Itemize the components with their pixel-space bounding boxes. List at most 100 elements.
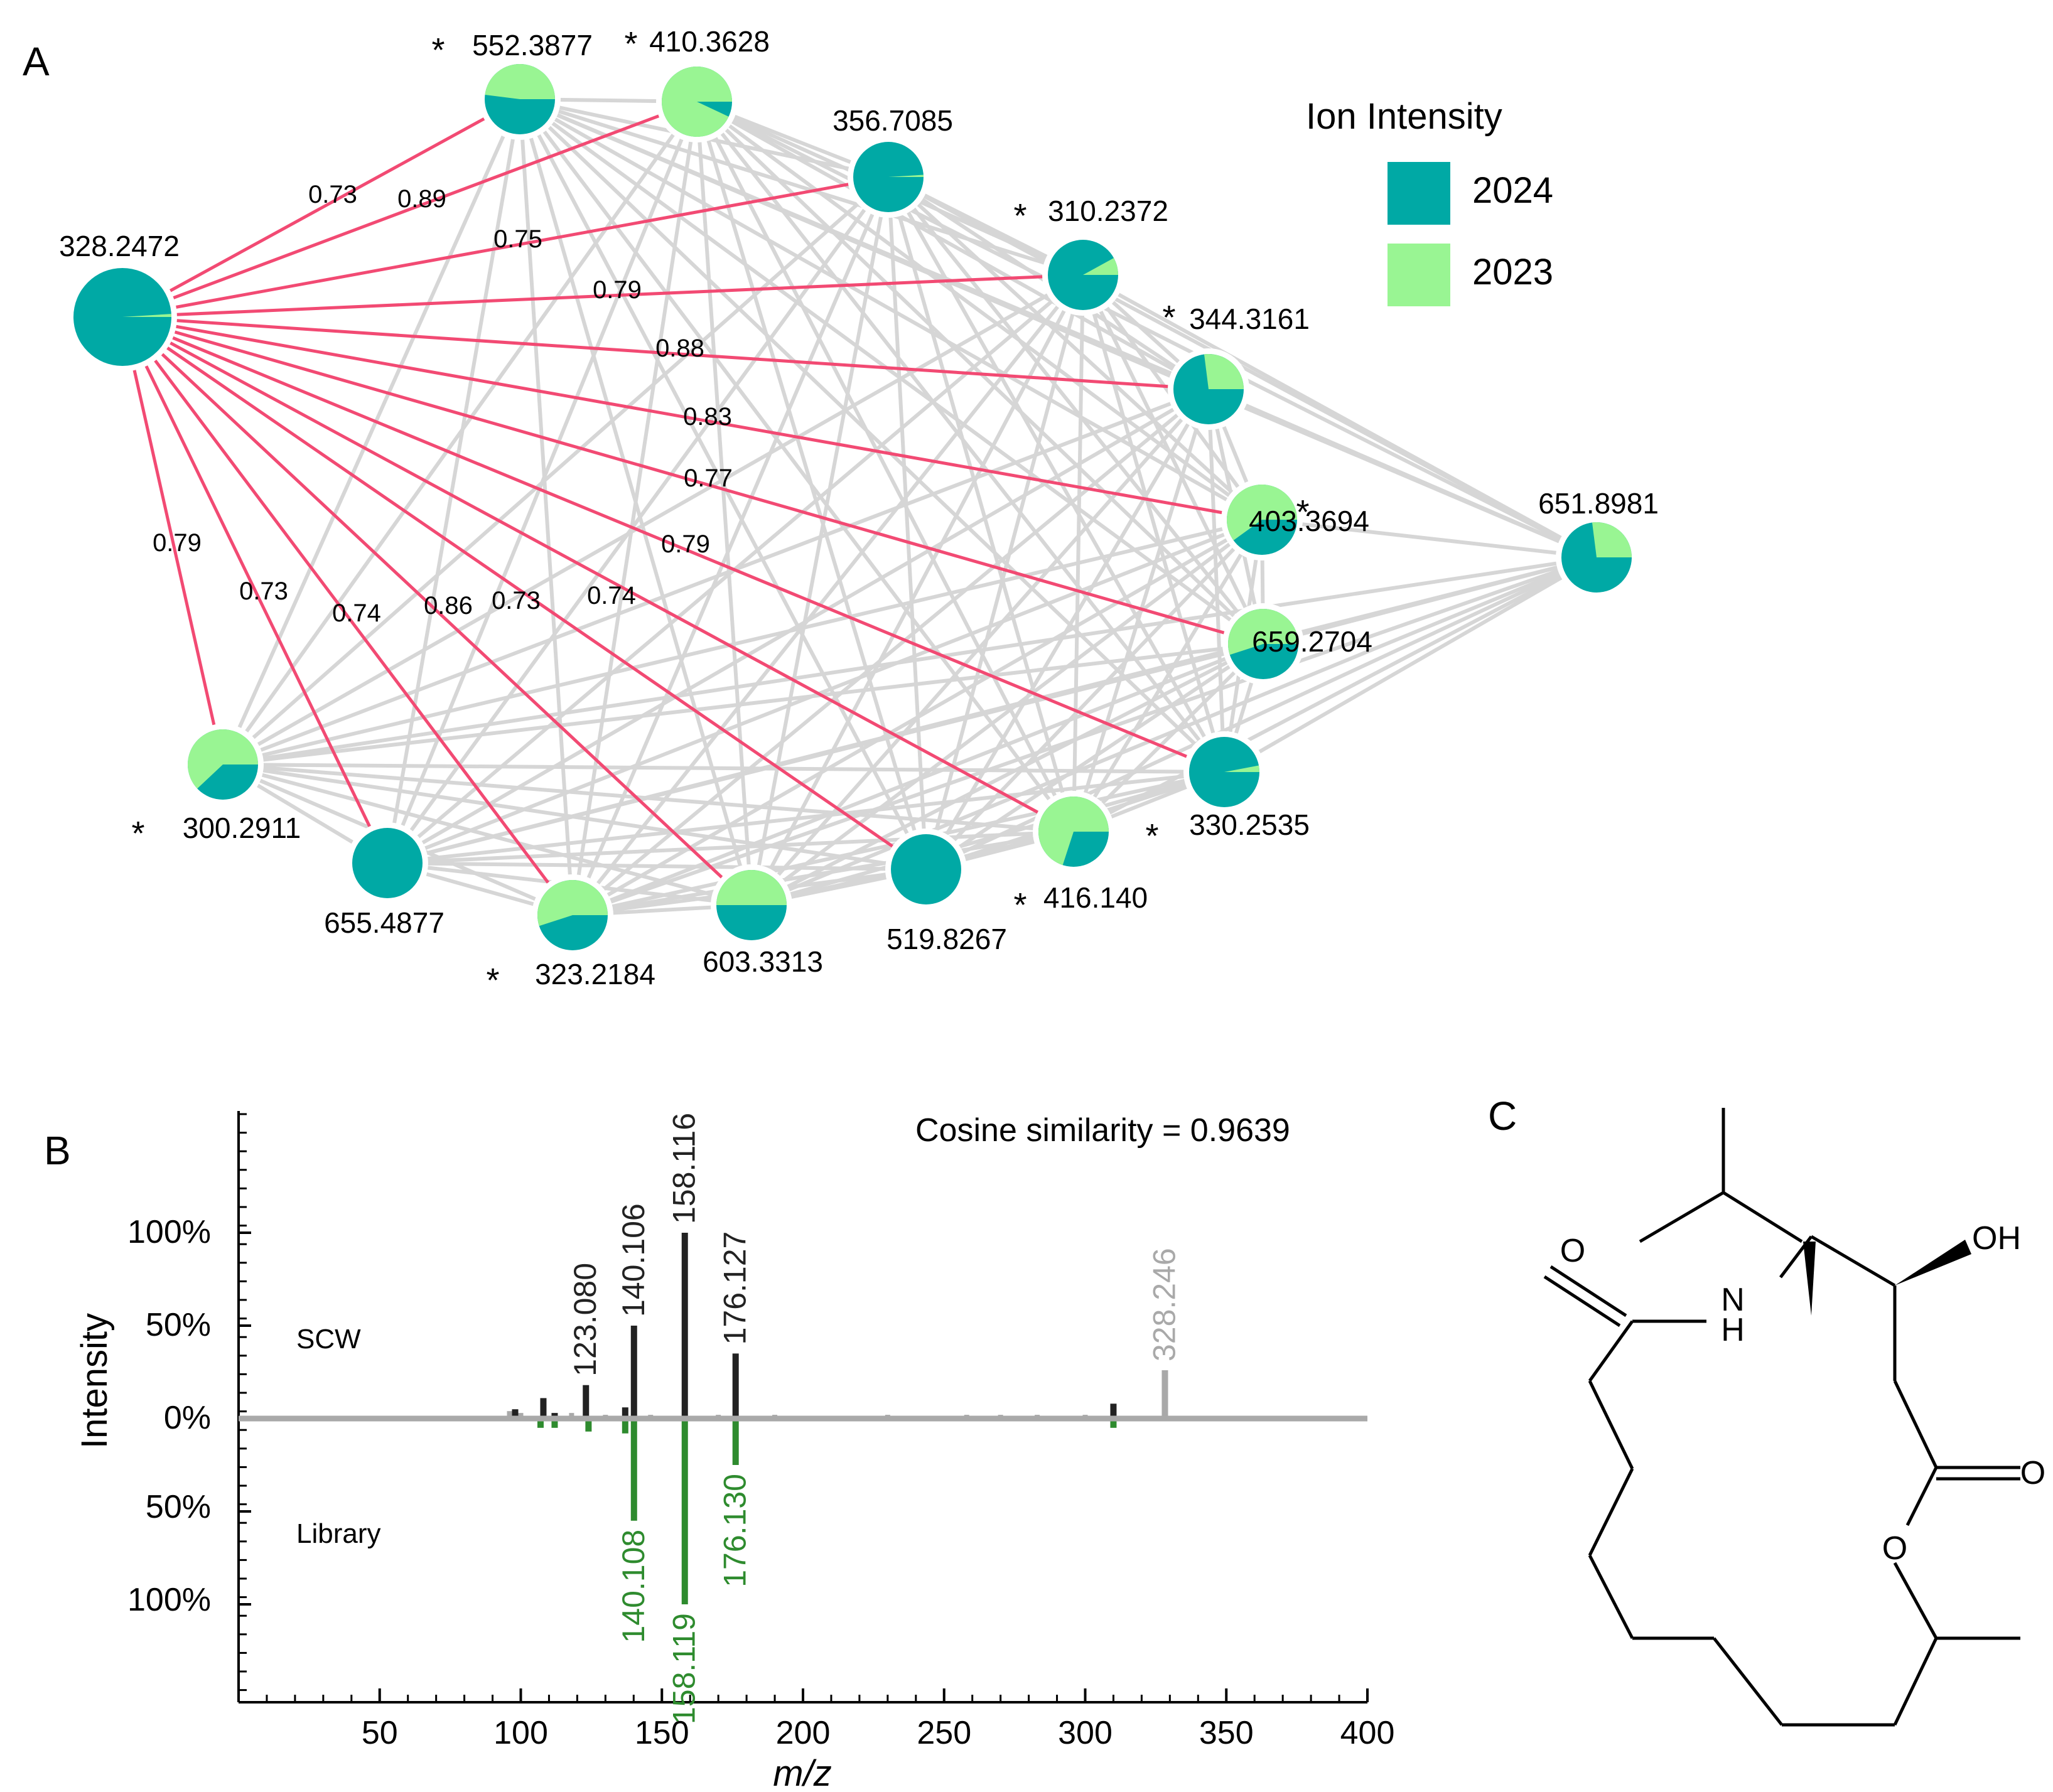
gray-edge	[221, 98, 522, 766]
atom-h: H	[1721, 1312, 1745, 1348]
peak-label: 123.080	[568, 1263, 603, 1376]
gray-edge	[222, 642, 1264, 766]
panel-label-b: B	[44, 1128, 71, 1173]
gray-edge	[571, 176, 890, 916]
similarity-label: 0.79	[153, 529, 202, 557]
node-label-659-2704: 659.2704	[1252, 625, 1372, 658]
gray-edge	[222, 555, 1597, 766]
scw-peak	[622, 1407, 628, 1419]
pie-2023	[1083, 258, 1118, 275]
scw-peak	[583, 1385, 590, 1419]
similarity-label: 0.74	[332, 599, 381, 627]
gray-edge	[386, 387, 1210, 865]
hub-edge	[121, 316, 753, 906]
node-603-3313	[711, 864, 792, 946]
node-label-403-3694: 403.3694	[1249, 505, 1369, 537]
chemical-structure	[1543, 1108, 2020, 1727]
pie-2024	[352, 828, 423, 898]
annotation-library: Library	[296, 1518, 381, 1549]
pie-2023	[485, 63, 555, 99]
node-300-2911	[182, 724, 264, 805]
gray-edge	[387, 555, 1597, 865]
gray-edge	[750, 274, 1085, 906]
gray-edge	[886, 176, 1075, 832]
gray-edge	[696, 100, 1210, 391]
node-label-519-8267: 519.8267	[886, 923, 1007, 955]
legend-swatch-2023	[1388, 244, 1450, 306]
panel-label-c: C	[1488, 1093, 1517, 1139]
node-310-2372	[1042, 234, 1124, 316]
pie-2023	[716, 870, 787, 905]
node-403-3694	[1221, 479, 1303, 561]
node-label-603-3313: 603.3313	[703, 945, 823, 978]
x-tick-label: 50	[362, 1715, 398, 1751]
gray-edge	[1072, 274, 1085, 832]
similarity-label: 0.86	[424, 592, 473, 620]
legend: Ion Intensity 2024 2023	[1306, 96, 1553, 306]
node-519-8267	[885, 829, 967, 910]
scw-peak	[732, 1353, 739, 1419]
x-tick-label: 250	[917, 1715, 971, 1751]
panel-label-a: A	[23, 39, 50, 84]
gray-edge	[571, 101, 699, 916]
pie-2023	[537, 879, 608, 926]
similarity-label: 0.74	[587, 582, 636, 609]
significance-star: *	[1162, 299, 1175, 336]
significance-star: *	[431, 31, 445, 69]
node-330-2535	[1183, 731, 1265, 813]
significance-star: *	[1145, 817, 1158, 855]
significance-star: *	[1296, 493, 1309, 531]
library-peak	[585, 1419, 592, 1432]
node-label-328-2472: 328.2472	[59, 230, 180, 262]
node-label-330-2535: 330.2535	[1189, 808, 1310, 841]
similarity-label: 0.73	[308, 181, 357, 208]
library-peak	[732, 1419, 739, 1465]
gray-edge	[519, 97, 1264, 646]
node-651-8981	[1556, 517, 1637, 598]
network-nodes: 328.2472 552.3877 * 410.3628 * 356.7085 310.23…	[59, 25, 1659, 999]
significance-star: *	[131, 815, 144, 852]
gray-edge	[222, 763, 1225, 774]
peak-label: 158.116	[667, 1113, 702, 1224]
chart-title: Cosine similarity = 0.9639	[915, 1112, 1290, 1149]
atom-n: N	[1721, 1282, 1745, 1318]
peak-label: 140.108	[616, 1530, 651, 1643]
scw-peak	[630, 1326, 637, 1419]
wedge-bond-1	[1803, 1242, 1816, 1316]
hub-edge	[122, 273, 1084, 319]
atom-o-ring: O	[1882, 1530, 1907, 1567]
significance-star: *	[486, 962, 499, 999]
gray-edge	[696, 100, 1263, 522]
pie-2023	[1227, 485, 1297, 540]
pie-2023	[1204, 354, 1244, 389]
y-tick-0: 0%	[164, 1400, 211, 1436]
gray-edge	[1072, 518, 1264, 833]
node-659-2704	[1222, 603, 1304, 685]
x-axis-label: m/z	[773, 1753, 831, 1792]
node-label-410-3628: 410.3628	[649, 25, 770, 58]
x-tick-label: 300	[1058, 1715, 1113, 1751]
scw-peak	[681, 1233, 688, 1419]
gray-edge	[1082, 273, 1598, 559]
peak-label: 328.246	[1146, 1248, 1182, 1361]
node-label-416-140: 416.140	[1043, 881, 1148, 914]
mirror-plot: 50 100 150 200 250 300 350 400 100% 50% 0% 50% …	[74, 1111, 1394, 1792]
node-356-7085	[848, 136, 929, 218]
gray-edge	[571, 642, 1264, 917]
hub-edge	[121, 316, 389, 864]
gray-edge	[750, 388, 1210, 906]
similarity-labels: 0.73 0.89 0.75 0.79 0.88 0.83 0.77 0.79 0.74 0.73…	[153, 181, 733, 627]
gray-edge	[695, 101, 753, 906]
hub-edge	[122, 175, 889, 319]
scw-peak	[540, 1398, 547, 1419]
pie-2023	[1224, 765, 1259, 772]
gray-edge	[385, 176, 890, 864]
gray-edge	[886, 176, 928, 870]
gray-edge	[750, 642, 1264, 907]
node-label-344-3161: 344.3161	[1189, 303, 1310, 335]
hub-edge	[121, 316, 225, 765]
gray-edge	[572, 555, 1597, 917]
similarity-label: 0.88	[655, 335, 704, 362]
x-tick-label: 100	[493, 1715, 548, 1751]
